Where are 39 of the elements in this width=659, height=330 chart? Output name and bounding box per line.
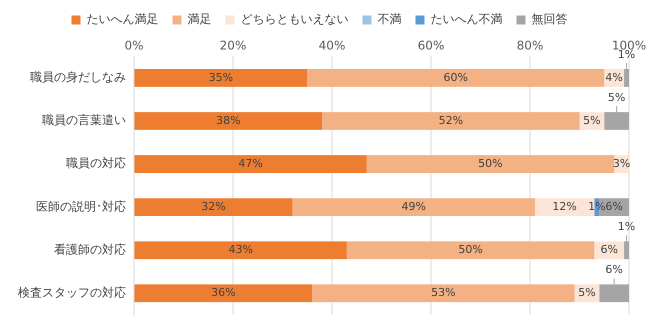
data-label: 38%: [216, 114, 241, 127]
x-tick-label: 20%: [220, 38, 246, 52]
y-tick-label: 職員の対応: [66, 156, 126, 170]
data-label: 6%: [605, 263, 623, 276]
data-label: 5%: [608, 90, 626, 104]
data-label: 50%: [458, 243, 483, 256]
data-label: 1%: [618, 220, 636, 234]
y-tick-label: 看護師の対応: [54, 242, 126, 256]
legend-label: たいへん満足: [86, 12, 158, 26]
y-tick-label: 医師の説明･対応: [36, 199, 126, 214]
data-label: 35%: [208, 70, 234, 84]
legend-label: どちらともいえない: [240, 12, 348, 26]
data-label: 4%: [605, 70, 623, 84]
data-label: 52%: [438, 114, 464, 127]
data-label: 5%: [583, 114, 601, 127]
y-tick-label: 検査スタッフの対応: [18, 285, 126, 300]
legend-label: 無回答: [532, 12, 568, 26]
data-label: 5%: [578, 286, 596, 300]
x-tick-label: 80%: [516, 38, 544, 52]
y-tick-label: 職員の言葉遣い: [42, 113, 126, 128]
data-label: 6%: [600, 243, 618, 256]
legend-label: たいへん不満: [430, 12, 502, 26]
data-label: 53%: [431, 286, 456, 300]
data-label: 12%: [552, 200, 577, 213]
x-tick-label: 40%: [318, 38, 346, 52]
legend-label: 満足: [188, 12, 212, 26]
data-label: 43%: [228, 243, 253, 256]
x-tick-label: 0%: [124, 38, 144, 52]
data-label: 6%: [605, 200, 623, 213]
data-label: 50%: [478, 156, 503, 170]
data-label: 47%: [238, 156, 263, 170]
data-label: 36%: [211, 286, 236, 300]
y-tick-label: 職員の身だしなみ: [30, 70, 126, 84]
data-label: 60%: [444, 70, 468, 84]
legend-label: 不満: [378, 12, 402, 26]
data-label: 49%: [401, 200, 426, 213]
data-label: 32%: [201, 200, 226, 213]
data-label: 3%: [612, 156, 630, 170]
x-tick-label: 60%: [418, 38, 444, 52]
